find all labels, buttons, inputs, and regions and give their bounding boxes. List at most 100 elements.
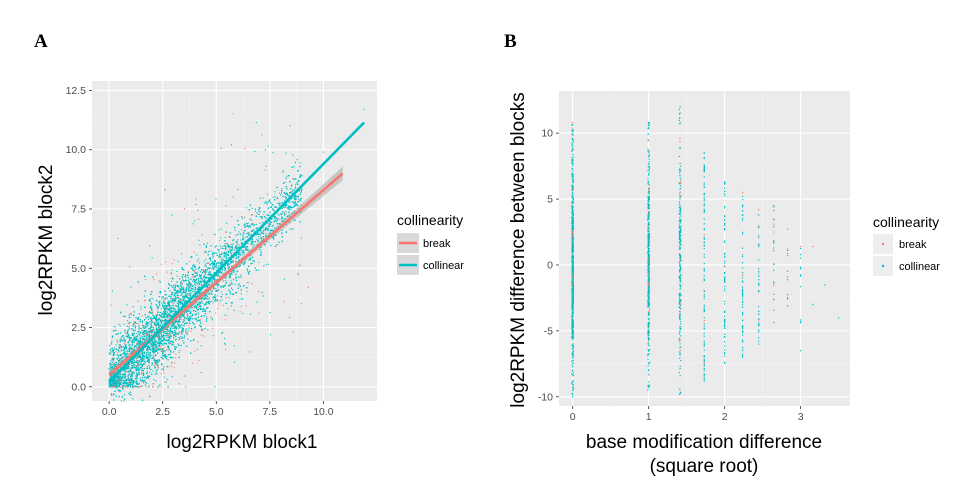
data-point xyxy=(153,337,156,339)
data-point xyxy=(215,264,217,266)
data-point xyxy=(258,237,260,240)
data-point xyxy=(209,303,211,305)
data-point xyxy=(300,192,302,194)
data-point xyxy=(247,236,249,238)
data-point xyxy=(285,197,287,199)
data-point xyxy=(130,364,133,366)
data-point xyxy=(206,293,208,295)
data-point xyxy=(132,372,134,374)
data-point xyxy=(139,355,141,357)
data-point xyxy=(126,379,128,381)
data-point xyxy=(234,229,236,231)
data-point xyxy=(226,250,228,252)
data-point xyxy=(250,240,252,242)
data-point xyxy=(176,302,178,305)
data-point xyxy=(142,381,144,383)
data-point xyxy=(204,286,206,288)
data-point xyxy=(129,369,131,371)
data-point xyxy=(259,222,261,224)
data-point xyxy=(190,289,192,291)
data-point xyxy=(239,265,241,268)
data-point xyxy=(151,329,153,331)
data-point xyxy=(118,381,120,383)
data-point xyxy=(117,386,119,388)
data-point xyxy=(140,306,142,308)
data-point xyxy=(195,275,197,277)
data-point xyxy=(222,280,224,282)
data-point xyxy=(161,321,163,323)
data-point xyxy=(129,378,131,380)
data-point xyxy=(168,282,170,285)
data-point xyxy=(130,366,132,369)
data-point xyxy=(141,322,143,324)
data-point xyxy=(152,297,154,300)
data-point xyxy=(155,326,157,328)
data-point xyxy=(223,251,225,253)
data-point xyxy=(251,219,253,221)
data-point xyxy=(193,303,195,305)
data-point xyxy=(212,302,214,304)
data-point xyxy=(297,200,299,202)
data-point xyxy=(190,292,192,294)
data-point xyxy=(179,285,181,287)
data-point xyxy=(181,336,183,338)
data-point xyxy=(116,354,118,356)
data-point xyxy=(148,322,150,324)
data-point xyxy=(218,288,220,291)
data-point xyxy=(139,363,141,365)
data-point xyxy=(113,347,115,349)
data-point xyxy=(164,312,166,314)
data-point xyxy=(139,364,141,367)
data-point xyxy=(197,286,199,288)
data-point xyxy=(113,373,115,375)
data-point xyxy=(213,252,215,254)
data-point xyxy=(134,324,136,327)
data-point xyxy=(120,362,122,364)
data-point xyxy=(196,303,199,305)
data-point xyxy=(204,265,206,267)
data-point xyxy=(210,250,212,252)
data-point xyxy=(229,246,231,249)
data-point xyxy=(177,307,180,309)
data-point xyxy=(119,374,121,376)
data-point xyxy=(146,383,148,385)
data-point xyxy=(212,251,214,254)
data-point xyxy=(249,234,251,236)
data-point xyxy=(166,333,168,335)
data-point xyxy=(246,249,248,251)
data-point xyxy=(272,224,274,227)
data-point xyxy=(131,351,133,353)
data-point xyxy=(295,186,297,188)
data-point xyxy=(158,337,160,340)
data-point xyxy=(156,306,158,308)
data-point xyxy=(134,329,136,331)
data-point xyxy=(108,345,111,347)
data-point xyxy=(283,212,286,214)
data-point xyxy=(113,378,115,381)
data-point xyxy=(279,213,281,215)
data-point xyxy=(217,267,220,270)
data-point xyxy=(207,329,209,331)
data-point xyxy=(220,237,222,239)
data-point xyxy=(140,335,143,337)
data-point xyxy=(215,287,217,290)
data-point xyxy=(162,297,165,299)
data-point xyxy=(171,291,173,293)
data-point xyxy=(150,324,152,326)
data-point xyxy=(150,305,152,307)
data-point xyxy=(200,305,202,307)
data-point xyxy=(132,371,134,373)
data-point xyxy=(233,271,235,274)
data-point xyxy=(138,325,140,327)
data-point xyxy=(147,321,149,323)
data-point xyxy=(125,382,127,384)
data-point xyxy=(236,271,238,273)
data-point xyxy=(215,300,217,302)
data-point xyxy=(120,347,123,349)
data-point xyxy=(143,356,145,358)
data-point xyxy=(130,381,132,384)
data-point xyxy=(201,315,203,317)
data-point xyxy=(137,383,139,385)
data-point xyxy=(193,310,195,312)
data-point xyxy=(191,288,193,290)
